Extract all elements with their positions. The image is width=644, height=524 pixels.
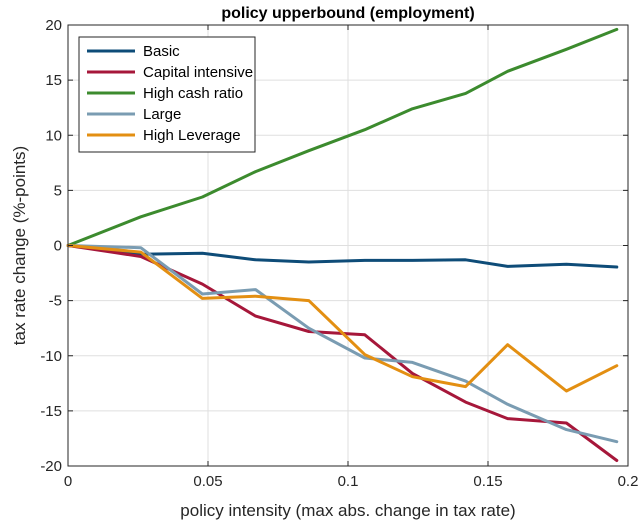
- legend-label: Capital intensive: [143, 64, 253, 81]
- y-axis-ticks: -20 -15 -10 -5 0 5 10 15 20: [40, 17, 628, 475]
- y-tick-label: 15: [45, 72, 62, 89]
- series-line-basic: [66, 244, 619, 269]
- series-line-capital-intensive: [66, 244, 619, 462]
- y-tick-label: 5: [54, 182, 62, 199]
- y-axis-label: tax rate change (%-points): [10, 146, 29, 345]
- x-tick-label: 0.1: [338, 473, 359, 490]
- legend-label: Large: [143, 106, 181, 123]
- legend-label: High cash ratio: [143, 85, 243, 102]
- x-tick-label: 0.15: [473, 473, 502, 490]
- y-tick-label: 20: [45, 17, 62, 34]
- legend-label: Basic: [143, 43, 180, 60]
- y-tick-label: -5: [49, 293, 62, 310]
- x-tick-label: 0.05: [193, 473, 222, 490]
- legend-label: High Leverage: [143, 127, 241, 144]
- x-axis-ticks: 0 0.05 0.1 0.15 0.2: [64, 25, 639, 490]
- x-tick-label: 0: [64, 473, 72, 490]
- series-lines: [66, 27, 619, 462]
- x-tick-label: 0.2: [618, 473, 639, 490]
- chart-title: policy upperbound (employment): [221, 5, 474, 22]
- y-tick-label: -10: [40, 348, 62, 365]
- x-axis-label: policy intensity (max abs. change in tax…: [180, 501, 515, 520]
- y-tick-label: 0: [54, 238, 62, 255]
- series-line-high-cash-ratio: [66, 27, 619, 247]
- series-line-large: [66, 244, 619, 444]
- series-line-high-leverage: [66, 244, 619, 393]
- y-tick-label: -15: [40, 403, 62, 420]
- y-tick-label: -20: [40, 458, 62, 475]
- legend: Basic Capital intensive High cash ratio Lar…: [78, 36, 256, 153]
- y-tick-label: 10: [45, 127, 62, 144]
